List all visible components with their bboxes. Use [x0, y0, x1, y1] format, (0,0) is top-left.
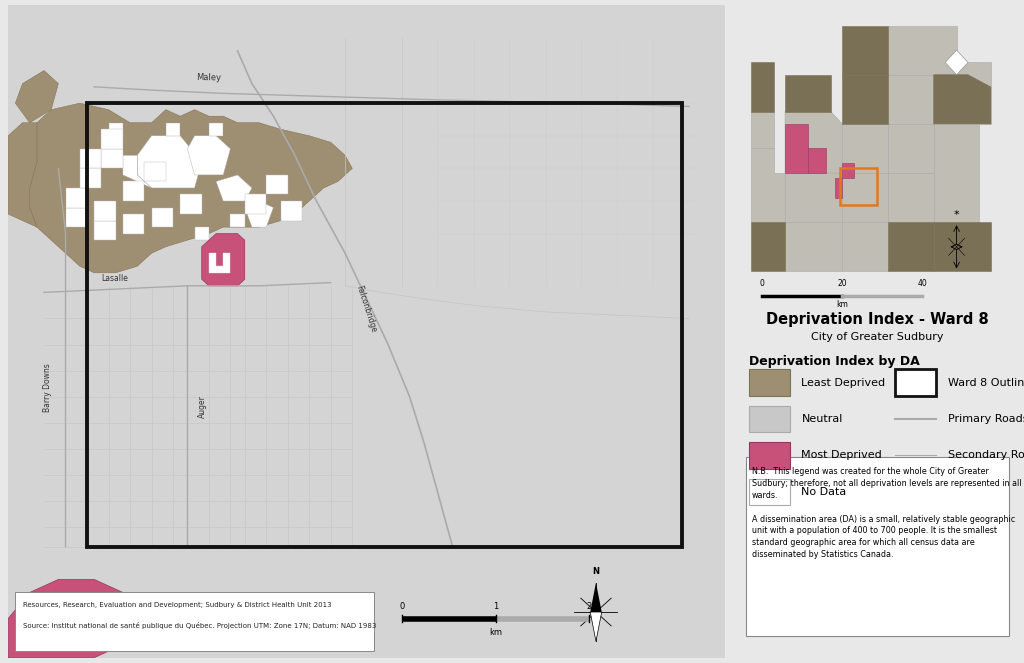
Polygon shape	[934, 222, 991, 271]
Polygon shape	[785, 99, 842, 173]
Polygon shape	[842, 124, 888, 173]
Polygon shape	[195, 227, 209, 240]
Polygon shape	[8, 123, 37, 227]
Bar	[87, 103, 682, 547]
Text: Most Deprived: Most Deprived	[802, 450, 882, 461]
Polygon shape	[888, 26, 956, 75]
Text: N.B.  This legend was created for the whole City of Greater
Sudbury; therefore, : N.B. This legend was created for the who…	[752, 467, 1021, 559]
Polygon shape	[590, 612, 602, 641]
Polygon shape	[842, 222, 888, 271]
Polygon shape	[94, 221, 116, 240]
Polygon shape	[123, 214, 144, 233]
Polygon shape	[230, 214, 245, 227]
Polygon shape	[180, 194, 202, 214]
Polygon shape	[245, 201, 273, 227]
Text: Maley: Maley	[197, 73, 221, 82]
Polygon shape	[66, 188, 87, 208]
Text: Auger: Auger	[198, 395, 207, 418]
Text: Falconbridge: Falconbridge	[354, 284, 379, 333]
Polygon shape	[888, 173, 934, 222]
Polygon shape	[888, 75, 934, 124]
Polygon shape	[209, 123, 223, 136]
Polygon shape	[888, 222, 934, 271]
Text: Barry Downs: Barry Downs	[43, 363, 52, 412]
Polygon shape	[836, 178, 842, 198]
Polygon shape	[934, 124, 979, 222]
Polygon shape	[785, 222, 842, 271]
Polygon shape	[266, 175, 288, 194]
Text: 20: 20	[838, 279, 847, 288]
FancyBboxPatch shape	[745, 457, 1010, 636]
Polygon shape	[123, 182, 144, 201]
Text: Resources, Research, Evaluation and Development; Sudbury & District Health Unit : Resources, Research, Evaluation and Deve…	[23, 602, 331, 608]
Text: Source: Institut national de santé publique du Québec. Projection UTM: Zone 17N;: Source: Institut national de santé publi…	[23, 622, 376, 629]
Text: City of Greater Sudbury: City of Greater Sudbury	[811, 332, 944, 342]
Text: N: N	[593, 567, 599, 576]
Text: 0: 0	[399, 602, 406, 611]
Polygon shape	[202, 233, 245, 286]
Text: Least Deprived: Least Deprived	[802, 377, 886, 388]
Polygon shape	[101, 149, 123, 168]
Polygon shape	[842, 75, 888, 124]
Polygon shape	[751, 111, 774, 149]
Text: km: km	[489, 628, 502, 637]
Bar	[15, 593, 374, 651]
Polygon shape	[137, 136, 202, 188]
Polygon shape	[209, 253, 230, 272]
Polygon shape	[94, 201, 116, 221]
Polygon shape	[751, 149, 785, 222]
Polygon shape	[785, 173, 842, 222]
Polygon shape	[152, 208, 173, 227]
Polygon shape	[842, 26, 888, 75]
Text: Secondary Roads: Secondary Roads	[948, 450, 1024, 461]
FancyBboxPatch shape	[749, 406, 790, 432]
Text: 1: 1	[493, 602, 499, 611]
Polygon shape	[888, 124, 934, 173]
Polygon shape	[281, 201, 302, 221]
FancyBboxPatch shape	[895, 369, 936, 396]
Polygon shape	[80, 149, 101, 168]
Bar	[840, 168, 877, 205]
Polygon shape	[30, 103, 352, 272]
Polygon shape	[785, 75, 830, 111]
Polygon shape	[245, 194, 266, 214]
Polygon shape	[8, 579, 137, 658]
Polygon shape	[80, 168, 101, 188]
Polygon shape	[216, 175, 252, 201]
Polygon shape	[842, 173, 888, 222]
Text: Ward 8 Outline: Ward 8 Outline	[948, 377, 1024, 388]
Text: 40: 40	[918, 279, 927, 288]
Polygon shape	[934, 75, 991, 124]
Polygon shape	[101, 129, 123, 149]
Text: Lasalle: Lasalle	[101, 274, 128, 282]
Text: Neutral: Neutral	[802, 414, 843, 424]
Polygon shape	[842, 163, 854, 178]
Text: km: km	[837, 300, 848, 309]
Polygon shape	[15, 70, 58, 123]
FancyBboxPatch shape	[749, 442, 790, 469]
Polygon shape	[166, 123, 180, 136]
Polygon shape	[934, 62, 991, 124]
FancyBboxPatch shape	[749, 369, 790, 396]
Text: Deprivation Index - Ward 8: Deprivation Index - Ward 8	[766, 312, 989, 327]
Polygon shape	[187, 136, 230, 175]
Polygon shape	[751, 222, 785, 271]
Polygon shape	[808, 149, 826, 173]
Text: 2: 2	[586, 602, 592, 611]
Text: No Data: No Data	[802, 487, 847, 497]
FancyBboxPatch shape	[749, 479, 790, 505]
Text: 0: 0	[760, 279, 765, 288]
Polygon shape	[144, 162, 166, 182]
Text: Primary Roads: Primary Roads	[948, 414, 1024, 424]
Polygon shape	[945, 50, 968, 75]
Text: *: *	[953, 210, 959, 220]
Polygon shape	[751, 62, 774, 111]
Polygon shape	[109, 123, 123, 136]
Polygon shape	[785, 124, 808, 173]
Polygon shape	[66, 208, 87, 227]
Polygon shape	[590, 583, 602, 612]
Text: Deprivation Index by DA: Deprivation Index by DA	[749, 355, 920, 368]
Polygon shape	[123, 155, 152, 188]
